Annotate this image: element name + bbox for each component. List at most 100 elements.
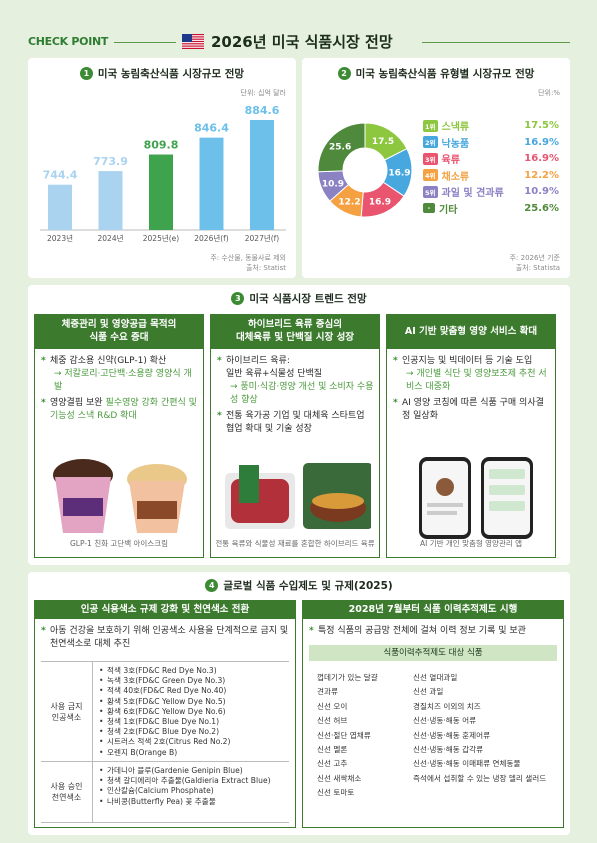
regulation-bullet: 아동 건강을 보호하기 위해 인공색소 사용을 단계적으로 금지 및 천연색소로… [41, 625, 289, 651]
trend-bullet: 전통 육가공 기업 및 대체육 스타트업 협업 확대 및 기술 성장 [217, 410, 374, 436]
dye-row: 사용 금지 인공색소적색 3호(FD&C Red Dye No.3)녹색 3호(… [41, 661, 289, 761]
x-tick-label: 2025년(e) [143, 233, 180, 243]
food-item: 견과류 [317, 687, 338, 697]
food-item: 신선 고추 [317, 759, 348, 769]
legend-entry: 2위 낙농품 16.9% [423, 135, 559, 150]
trend-bullet: 하이브리드 육류: 일반 육류+식물성 단백질→ 풍미·식감·영양 개선 및 소… [217, 355, 374, 407]
bullet-highlight: 필수영양 강화 간편식 및 기능성 스낵 R&D 확대 [50, 398, 197, 422]
legend-value: 16.9% [524, 153, 559, 164]
dye-item: 오렌지 B(Orange B) [99, 748, 289, 758]
bar [250, 120, 274, 230]
section-number: 1 [79, 67, 93, 80]
legend-label: 채소류 [441, 171, 470, 183]
slice-label: 12.2 [338, 197, 360, 207]
trend-column: 체중관리 및 영양공급 목적의 식품 수요 증대체중 감소용 신약(GLP-1)… [34, 314, 204, 558]
legend-value: 25.6% [524, 202, 559, 214]
legend-label: 스낵류 [441, 122, 470, 133]
bullet-text: 영양결핍 보완 [50, 398, 103, 409]
panel-title: 2 미국 농림축산식품 유형별 시장규모 전망 [302, 66, 570, 81]
food-item: 신선·냉동·해동 갑각류 [413, 745, 484, 755]
bullet-text: AI 영양 코칭에 따른 식품 구매 의사결정 일상화 [402, 398, 544, 422]
food-list: 신선 열대과일 신선 과일 경질치즈 이외의 치즈 신선·냉동·해동 어류 신선·냉동·… [413, 671, 559, 786]
header-rule [114, 42, 176, 43]
food-item: 껍데기가 있는 달걀 [317, 673, 378, 682]
header-rule [422, 42, 570, 43]
note: 주: 2026년 기준 [509, 254, 560, 262]
food-list: 껍데기가 있는 달걀 견과류 신선 오이 신선 허브 신선·절단 엽채류 신선 멜론 신선 … [317, 671, 409, 801]
dye-item: 청색 갈디에리아 추출물(Galdieria Extract Blue) [99, 776, 289, 786]
value-label: 884.6 [245, 104, 280, 117]
section-number: 3 [231, 292, 245, 305]
slice-label: 25.6 [329, 143, 351, 153]
note: 출처: Statist [245, 264, 286, 272]
section-title: 글로벌 식품 수입제도 및 규제(2025) [223, 580, 393, 592]
legend-entry: 1위 스낵류 17.5% [423, 118, 559, 133]
bullet-text: 체중 감소용 신약(GLP-1) 확산 [50, 356, 167, 366]
food-item: 신선·냉동·해동 이매패류 연체동물 [413, 759, 521, 769]
trend-body: 체중 감소용 신약(GLP-1) 확산 → 저칼로리·고단백·소용량 영양식 개발… [41, 355, 198, 426]
legend-label: 과일 및 견과류 [441, 188, 504, 199]
bar [149, 154, 173, 230]
regulation-header: 인공 식용색소 규제 강화 및 천연색소 전환 [35, 601, 295, 619]
dye-item: 녹색 3호(FD&C Green Dye No.3) [99, 676, 289, 686]
note: 출처: Statista [515, 264, 560, 272]
legend-value: 10.9% [524, 186, 559, 197]
dye-row: 사용 승인 천연색소가데니아 블루(Gardenie Genipin Blue)… [41, 761, 289, 823]
x-tick-label: 2023년 [47, 233, 73, 243]
trend-body: 하이브리드 육류: 일반 육류+식물성 단백질→ 풍미·식감·영양 개선 및 소… [217, 355, 374, 439]
regulation-bullet: 특정 식품의 공급망 전체에 걸쳐 이력 정보 기록 및 보관 [309, 625, 557, 638]
legend-entry: - 기타 25.6% [423, 201, 559, 216]
legend-label: 육류 [441, 155, 460, 166]
regulation-box: 인공 식용색소 규제 강화 및 천연색소 전환아동 건강을 보호하기 위해 인공… [34, 600, 296, 828]
x-tick-label: 2027년(f) [245, 233, 280, 243]
value-label: 846.4 [194, 122, 229, 135]
section-number: 4 [205, 579, 219, 592]
legend-rank: 5위 [423, 185, 438, 198]
legend-rank: - [423, 203, 435, 213]
legend-entry: 4위 채소류 12.2% [423, 168, 559, 183]
panel-title: 1 미국 농림축산식품 시장규모 전망 [28, 66, 296, 81]
dye-item: 청색 2호(FD&C Blue Dye No.2) [99, 727, 289, 737]
donut-chart: 17.5 16.9 16.9 12.2 10.9 25.6 [317, 122, 413, 218]
market-size-panel: 1 미국 농림축산식품 시장규모 전망 단위: 십억 달러 주: 수산물, 동물사료 … [28, 58, 296, 278]
unit-label: 단위:% [538, 89, 560, 97]
bullet-text: 인공지능 및 빅데이터 등 기술 도입 [402, 356, 533, 366]
trend-image [53, 459, 187, 533]
unit-label: 단위: 십억 달러 [240, 89, 286, 97]
value-label: 809.8 [144, 139, 179, 152]
bullet-text: 전통 육가공 기업 및 대체육 스타트업 협업 확대 및 기술 성장 [226, 411, 365, 435]
food-item: 신선 과일 [413, 687, 444, 697]
x-tick-label: 2026년(f) [194, 233, 229, 243]
bullet-text: 하이브리드 육류: 일반 육류+식물성 단백질 [226, 356, 323, 380]
panel-title: 3 미국 식품시장 트렌드 전망 [28, 291, 570, 306]
trend-image [225, 463, 371, 529]
trend-bullet: 체중 감소용 신약(GLP-1) 확산 → 저칼로리·고단백·소용량 영양식 개발 [41, 355, 198, 394]
trend-header: 하이브리드 육류 중심의 대체육류 및 단백질 시장 성장 [211, 315, 379, 349]
legend-label: 낙농품 [441, 138, 470, 150]
pie-slice [317, 122, 366, 173]
bullet-sub: → 개인별 식단 및 영양보조제 추천 서비스 대중화 [406, 369, 547, 393]
trend-header: 체중관리 및 영양공급 목적의 식품 수요 증대 [35, 315, 203, 349]
food-item: 경질치즈 이외의 치즈 [413, 701, 481, 711]
value-label: 744.4 [43, 169, 78, 182]
food-item: 신선 토마토 [317, 788, 355, 798]
bar-chart: 744.4 2023년 773.9 2024년 809.8 2025년(e) 846.4 20… [40, 104, 286, 243]
bullet-sub: → 풍미·식감·영양 개선 및 소비자 수용성 향상 [230, 382, 374, 406]
dye-list: 가데니아 블루(Gardenie Genipin Blue)청색 갈디에리아 추… [99, 766, 289, 807]
dye-item: 나비콩(Butterfly Pea) 꽃 추출물 [99, 797, 289, 807]
trend-image [419, 457, 533, 539]
legend-rank: 1위 [423, 119, 438, 132]
food-item: 신선 허브 [317, 716, 348, 726]
legend-value: 12.2% [524, 169, 559, 181]
dye-item: 청색 1호(FD&C Blue Dye No.1) [99, 717, 289, 727]
legend-rank: 4위 [423, 169, 438, 181]
food-item: 신선 새싹채소 [317, 773, 362, 783]
x-tick-label: 2024년 [98, 233, 124, 243]
us-flag [182, 34, 204, 49]
trend-caption: 전통 육류와 식물성 재료를 혼합한 하이브리드 육류 [215, 539, 375, 548]
trend-column: 하이브리드 육류 중심의 대체육류 및 단백질 시장 성장하이브리드 육류: 일… [210, 314, 380, 558]
food-item: 신선 열대과일 [413, 673, 458, 682]
